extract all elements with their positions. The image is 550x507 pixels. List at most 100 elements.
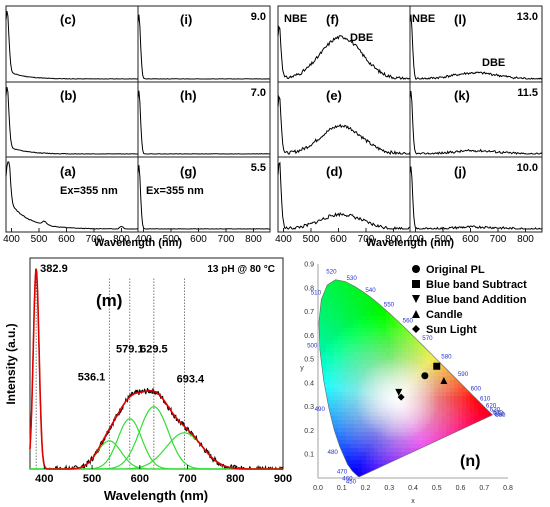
cie-cell bbox=[350, 332, 355, 337]
wavelength-label: 520 bbox=[326, 269, 337, 276]
cie-cell bbox=[318, 400, 323, 405]
cie-cell bbox=[326, 279, 331, 281]
cie-cell bbox=[338, 280, 343, 285]
cie-cell bbox=[502, 432, 506, 436]
cie-cell bbox=[398, 284, 403, 289]
cie-cell bbox=[330, 360, 335, 365]
cie-cell bbox=[410, 352, 415, 357]
cie-cell bbox=[398, 268, 402, 272]
cie-cell bbox=[502, 376, 506, 380]
cie-cell bbox=[478, 340, 483, 345]
cie-cell bbox=[358, 460, 363, 465]
cie-cell bbox=[390, 324, 395, 329]
cie-cell bbox=[342, 396, 347, 401]
cie-cell bbox=[502, 352, 506, 356]
cie-cell bbox=[386, 352, 391, 357]
cie-cell bbox=[342, 296, 347, 301]
cie-cell bbox=[414, 348, 419, 353]
cie-cell bbox=[394, 300, 399, 305]
cie-cell bbox=[466, 388, 471, 393]
cie-cell bbox=[422, 464, 427, 469]
cie-cell bbox=[466, 360, 471, 365]
cie-cell bbox=[346, 448, 351, 453]
cie-cell bbox=[410, 332, 415, 337]
panel-label-n: (n) bbox=[460, 453, 480, 470]
cie-cell bbox=[434, 360, 439, 365]
cie-cell bbox=[334, 372, 339, 377]
cie-cell bbox=[470, 336, 475, 341]
cie-cell bbox=[398, 444, 403, 449]
cie-cell bbox=[350, 404, 355, 409]
cie-cell bbox=[318, 472, 323, 477]
cie-cell bbox=[506, 376, 510, 380]
cie-cell bbox=[386, 268, 390, 272]
cie-cell bbox=[506, 452, 510, 456]
cie-cell bbox=[338, 308, 343, 313]
cie-cell bbox=[430, 356, 435, 361]
x-tick-label: 700 bbox=[490, 234, 507, 245]
cie-cell bbox=[342, 400, 347, 405]
cie-cell bbox=[506, 344, 510, 348]
cie-cell bbox=[342, 388, 347, 393]
cie-cell bbox=[438, 468, 443, 473]
cie-cell bbox=[374, 444, 379, 449]
cie-cell bbox=[358, 332, 363, 337]
cie-cell bbox=[498, 308, 502, 312]
cie-cell bbox=[478, 448, 483, 453]
cie-cell bbox=[346, 328, 351, 333]
cie-cell bbox=[498, 268, 502, 272]
cie-cell bbox=[466, 448, 471, 453]
cie-cell bbox=[342, 412, 347, 417]
cie-cell bbox=[398, 440, 403, 445]
cie-cell bbox=[502, 464, 506, 468]
cie-cell bbox=[438, 372, 443, 377]
cie-cell bbox=[490, 452, 493, 457]
panel-n-ylabel: y bbox=[300, 365, 304, 372]
cie-cell bbox=[506, 368, 510, 372]
cie-cell bbox=[410, 460, 415, 465]
cie-cell bbox=[502, 384, 506, 388]
cie-cell bbox=[502, 448, 506, 452]
cie-cell bbox=[506, 440, 510, 444]
cie-cell bbox=[406, 300, 411, 305]
x-tick-label: 0.8 bbox=[503, 485, 513, 492]
cie-cell bbox=[498, 364, 502, 368]
cie-cell bbox=[386, 452, 391, 457]
cie-cell bbox=[466, 440, 471, 445]
cie-cell bbox=[322, 456, 327, 461]
cie-cell bbox=[346, 320, 351, 325]
cie-cell bbox=[318, 388, 323, 393]
cie-cell bbox=[366, 312, 371, 317]
cie-cell bbox=[354, 384, 359, 389]
cie-cell bbox=[322, 340, 327, 345]
cie-cell bbox=[502, 324, 506, 328]
cie-cell bbox=[346, 264, 350, 268]
cie-cell bbox=[438, 464, 443, 469]
cie-cell bbox=[486, 344, 491, 349]
cie-cell bbox=[506, 364, 510, 368]
cie-cell bbox=[394, 464, 399, 469]
cie-cell bbox=[462, 360, 467, 365]
cie-cell bbox=[386, 292, 391, 297]
cie-cell bbox=[466, 336, 471, 341]
wavelength-label: 580 bbox=[441, 353, 452, 360]
cie-cell bbox=[338, 428, 343, 433]
cie-cell bbox=[374, 324, 379, 329]
cie-cell bbox=[382, 448, 387, 453]
cie-cell bbox=[366, 328, 371, 333]
cie-cell bbox=[418, 308, 423, 313]
spectrum-a bbox=[5, 161, 139, 230]
cie-cell bbox=[318, 444, 323, 449]
cie-cell bbox=[398, 332, 403, 337]
cie-cell bbox=[502, 404, 506, 408]
cie-cell bbox=[390, 448, 395, 453]
cie-cell bbox=[486, 308, 491, 313]
cie-cell bbox=[458, 352, 463, 357]
cie-cell bbox=[366, 464, 371, 469]
cie-cell bbox=[350, 360, 355, 365]
cie-cell bbox=[478, 360, 483, 365]
panel-m-frame bbox=[29, 257, 284, 470]
cie-cell bbox=[358, 436, 363, 441]
cie-cell bbox=[490, 424, 493, 429]
cie-cell bbox=[398, 264, 402, 268]
